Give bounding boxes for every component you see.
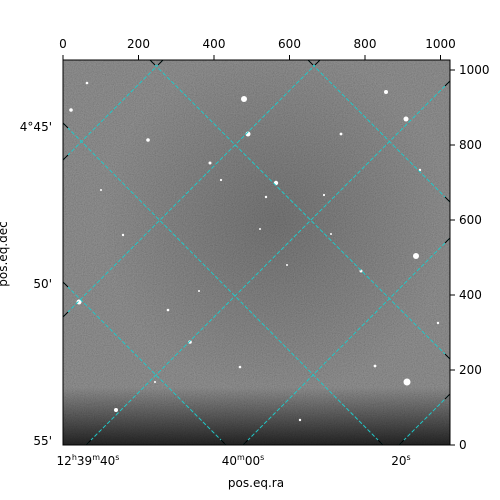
ra-tick-12h39m40s: 12h39m40s <box>57 453 120 468</box>
right-tick-400: 400 <box>459 288 482 302</box>
right-tick-200: 200 <box>459 363 482 377</box>
y-axis-label: pos.eq.dec <box>0 221 10 286</box>
right-tick-800: 800 <box>459 138 482 152</box>
top-tick-1000: 1000 <box>425 37 456 51</box>
ra-tick-40m00s: 40m00s <box>222 453 265 468</box>
top-tick-600: 600 <box>278 37 301 51</box>
right-tick-600: 600 <box>459 213 482 227</box>
ra-tick-20s: 20s <box>391 453 410 468</box>
top-tick-800: 800 <box>354 37 377 51</box>
right-axis <box>450 69 455 446</box>
right-tick-0: 0 <box>459 438 467 452</box>
coordinate-grid <box>63 60 450 445</box>
top-tick-200: 200 <box>127 37 150 51</box>
dec-tick-50: 50' <box>33 277 52 291</box>
dec-tick-45: 4°45' <box>20 120 52 134</box>
right-tick-1000: 1000 <box>459 63 490 77</box>
wcs-ticks <box>62 59 451 446</box>
top-tick-0: 0 <box>59 37 67 51</box>
top-tick-400: 400 <box>203 37 226 51</box>
dec-tick-55: 55' <box>33 434 52 448</box>
sky-image <box>63 60 450 445</box>
top-axis <box>62 55 441 60</box>
plot-frame <box>62 59 451 446</box>
x-axis-label: pos.eq.ra <box>228 476 284 490</box>
